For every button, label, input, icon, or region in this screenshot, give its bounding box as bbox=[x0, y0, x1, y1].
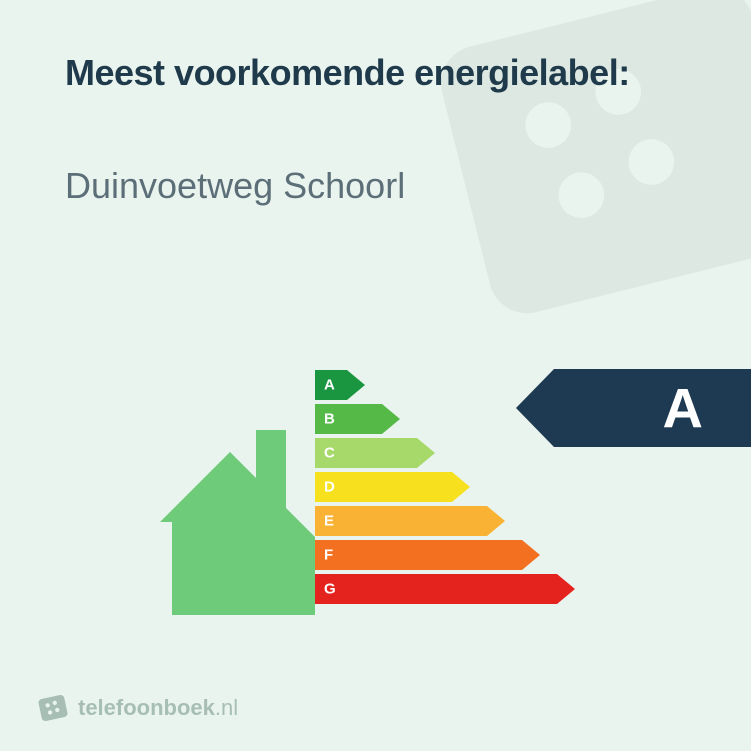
bar-label: D bbox=[324, 479, 335, 496]
badge-shape bbox=[516, 369, 751, 447]
brand-tld: .nl bbox=[215, 695, 238, 720]
energy-bar-e: E bbox=[315, 506, 575, 536]
house-icon bbox=[160, 400, 315, 615]
bar-label: B bbox=[324, 411, 335, 428]
energy-bar-g: G bbox=[315, 574, 575, 604]
bar-label: G bbox=[324, 581, 336, 598]
page-title: Meest voorkomende energielabel: bbox=[65, 52, 630, 94]
result-letter: A bbox=[663, 376, 703, 441]
energy-bar-d: D bbox=[315, 472, 575, 502]
brand-name: telefoonboek bbox=[78, 695, 215, 720]
energy-bar-f: F bbox=[315, 540, 575, 570]
bar-label: F bbox=[324, 547, 333, 564]
watermark-book-icon bbox=[431, 0, 751, 340]
brand-text: telefoonboek.nl bbox=[78, 695, 238, 721]
location-subtitle: Duinvoetweg Schoorl bbox=[65, 165, 405, 207]
result-badge: A bbox=[516, 369, 751, 447]
bar-label: A bbox=[324, 377, 335, 394]
brand-book-icon bbox=[38, 693, 68, 723]
bar-label: E bbox=[324, 513, 334, 530]
bar-label: C bbox=[324, 445, 335, 462]
footer-brand: telefoonboek.nl bbox=[38, 693, 238, 723]
